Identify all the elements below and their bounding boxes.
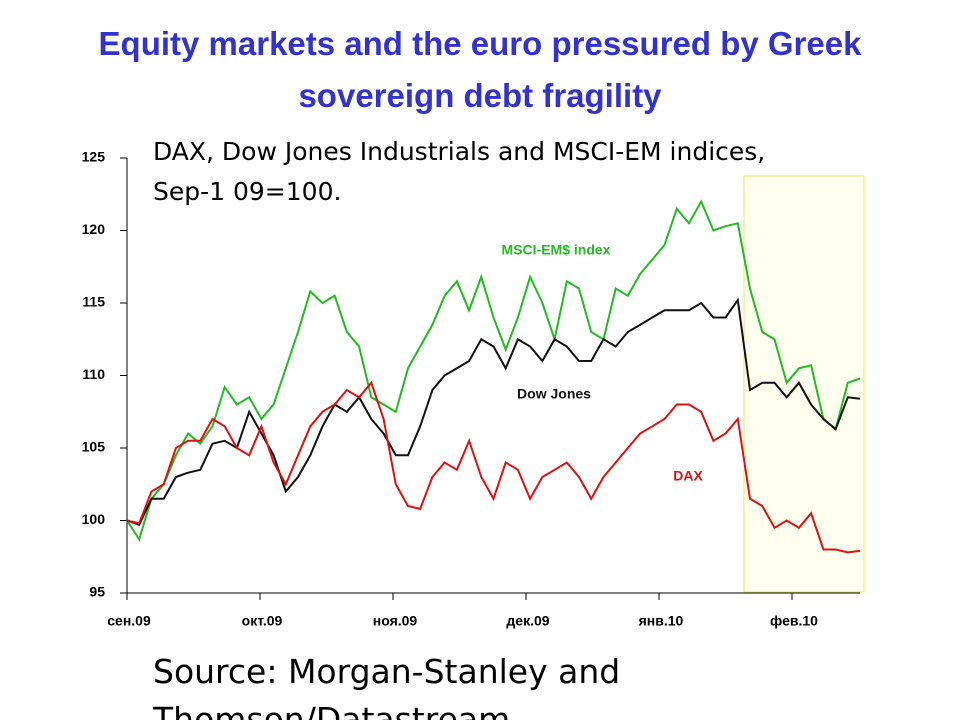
series-line	[126, 380, 861, 554]
series-label: DAX	[673, 468, 703, 484]
y-tick-label: 125	[82, 149, 106, 165]
x-tick-label: ноя.09	[373, 613, 418, 629]
chart-title: Equity markets and the euro pressured by…	[98, 25, 862, 114]
y-tick-label: 105	[82, 439, 106, 455]
x-tick-label: дек.09	[506, 613, 549, 629]
y-tick-label: 120	[82, 221, 106, 237]
x-tick-label: фев.10	[770, 613, 818, 629]
series-line	[126, 297, 861, 527]
series-line	[126, 199, 861, 542]
x-tick-label: янв.10	[639, 613, 684, 629]
subtitle: DAX, Dow Jones Industrials and MSCI-EM i…	[153, 137, 766, 206]
y-tick-label: 110	[82, 366, 105, 382]
y-tick-label: 95	[89, 584, 105, 600]
y-tick-label: 115	[82, 294, 105, 310]
x-tick-label: окт.09	[242, 613, 283, 629]
y-tick-label: 100	[82, 511, 106, 527]
series-label: Dow Jones	[517, 386, 591, 402]
x-tick-label: сен.09	[107, 613, 151, 629]
source: Source: Morgan-Stanley and Thomson/Datas…	[153, 652, 621, 720]
series-label: MSCI-EM$ index	[502, 242, 611, 258]
